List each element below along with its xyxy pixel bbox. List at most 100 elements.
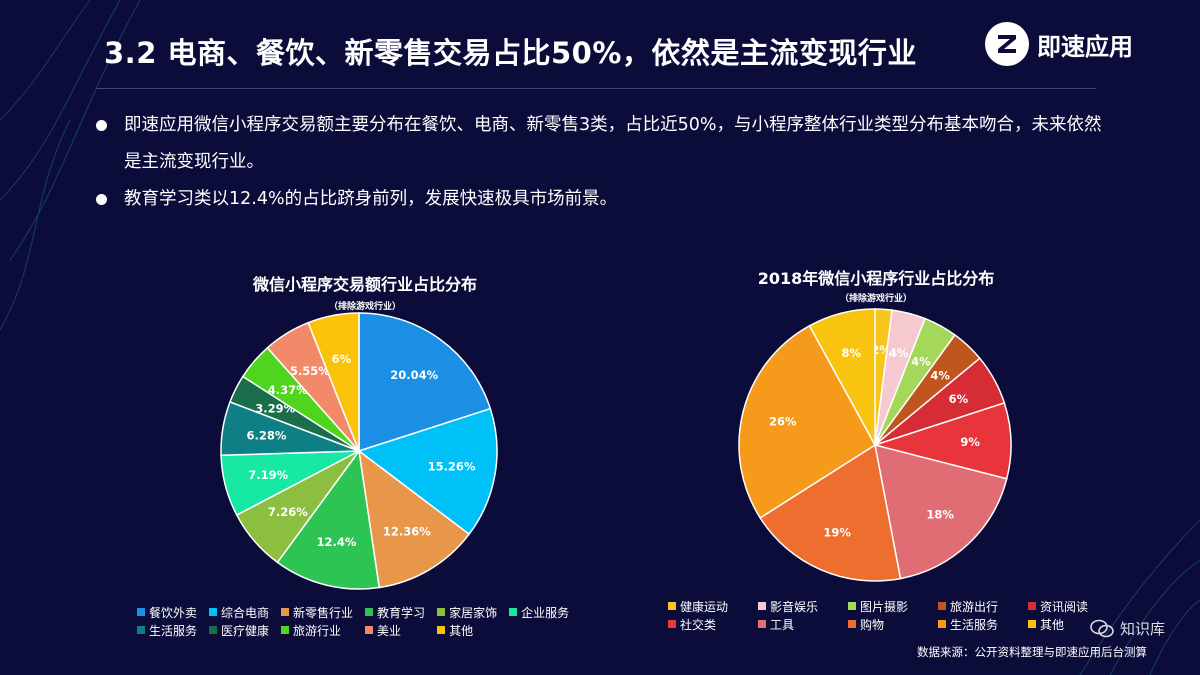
legend-item: 其他 xyxy=(1028,616,1118,632)
pie-label-0-5: 7.19% xyxy=(248,468,288,482)
pie-slice-0-2 xyxy=(357,449,471,589)
legend-label: 影音娱乐 xyxy=(770,599,819,614)
bullet-item: 教育学习类以12.4%的占比跻身前列，发展快速极具市场前景。 xyxy=(94,181,1114,218)
chart-title-left: 微信小程序交易额行业占比分布 xyxy=(252,275,478,294)
chart-subtitle-left: （排除游戏行业） xyxy=(328,302,402,312)
legend-item: 旅游行业 xyxy=(281,622,353,638)
legend-item: 企业服务 xyxy=(509,604,569,620)
legend-label: 医疗健康 xyxy=(221,623,270,638)
pie-label-1-4: 6% xyxy=(949,392,969,406)
pie-label-0-4: 7.26% xyxy=(268,505,308,519)
legend-swatch xyxy=(365,608,374,616)
legend-swatch xyxy=(437,608,446,616)
legend-swatch xyxy=(209,608,218,616)
legend-item: 健康运动 xyxy=(668,598,758,614)
legend-swatch xyxy=(758,620,766,628)
pie-label-1-2: 4% xyxy=(911,355,931,369)
legend-label: 生活服务 xyxy=(149,623,198,638)
pie-label-0-6: 6.28% xyxy=(247,428,287,442)
legend-swatch xyxy=(848,620,856,628)
legend-swatch xyxy=(509,608,518,616)
legend-left: 餐饮外卖 综合电商 新零售行业 教育学习 家居家饰 企业服务生活服务 医疗健康 旅游行业 美业 其… xyxy=(137,604,569,638)
pie-slice-0-0 xyxy=(358,312,492,453)
legend-item: 生活服务 xyxy=(137,622,197,638)
pie-label-1-9: 8% xyxy=(842,346,862,360)
legend-item: 餐饮外卖 xyxy=(137,604,197,620)
legend-item: 教育学习 xyxy=(365,604,425,620)
legend-item: 新零售行业 xyxy=(281,604,353,620)
legend-item: 购物 xyxy=(848,616,938,632)
pie-label-0-2: 12.36% xyxy=(383,525,431,539)
legend-item: 医疗健康 xyxy=(209,622,269,638)
legend-label: 其他 xyxy=(449,623,474,638)
legend-item: 生活服务 xyxy=(938,616,1028,632)
legend-item: 影音娱乐 xyxy=(758,598,848,614)
legend-right: 健康运动 影音娱乐 图片摄影 旅游出行 资讯阅读社交类 工具 购物 生活服务 其他 xyxy=(668,598,1118,632)
pie-slice-1-9 xyxy=(808,308,876,446)
page-title: 3.2 电商、餐饮、新零售交易占比50%，依然是主流变现行业 xyxy=(104,36,917,70)
pie-label-1-1: 4% xyxy=(889,346,909,360)
legend-item: 社交类 xyxy=(668,616,758,632)
legend-swatch xyxy=(437,626,446,634)
pie-slice-1-6 xyxy=(874,443,1008,580)
legend-swatch xyxy=(281,626,290,634)
brand-logo-icon xyxy=(985,22,1029,66)
pie-slice-0-10 xyxy=(307,312,360,452)
legend-label: 综合电商 xyxy=(221,605,270,620)
legend-label: 社交类 xyxy=(680,617,717,632)
bullet-list: 即速应用微信小程序交易额主要分布在餐饮、电商、新零售3类，占比近50%，与小程序… xyxy=(94,107,1114,218)
legend-item: 工具 xyxy=(758,616,848,632)
legend-item: 综合电商 xyxy=(209,604,269,620)
pie-slice-0-3 xyxy=(276,449,381,590)
legend-label: 家居家饰 xyxy=(449,605,498,620)
legend-item: 美业 xyxy=(365,622,425,638)
legend-label: 图片摄影 xyxy=(860,599,909,614)
pie-slice-1-7 xyxy=(759,443,902,582)
chart-subtitle-right: （排除游戏行业） xyxy=(839,294,913,304)
legend-label: 餐饮外卖 xyxy=(149,605,198,620)
legend-swatch xyxy=(668,602,676,610)
legend-label: 旅游出行 xyxy=(950,599,999,614)
legend-swatch xyxy=(938,620,946,628)
legend-label: 生活服务 xyxy=(950,617,999,632)
legend-swatch xyxy=(1028,602,1036,610)
pie-label-0-7: 3.29% xyxy=(255,402,295,416)
legend-swatch xyxy=(209,626,218,634)
pie-label-0-1: 15.26% xyxy=(428,460,476,474)
title-divider xyxy=(96,88,1096,89)
legend-label: 购物 xyxy=(860,617,885,632)
legend-swatch xyxy=(281,608,290,616)
brand-logo-text: 即速应用 xyxy=(1037,32,1133,61)
legend-item: 家居家饰 xyxy=(437,604,497,620)
watermark: 知识库 xyxy=(1090,618,1165,639)
legend-label: 新零售行业 xyxy=(293,605,354,620)
pie-label-0-0: 20.04% xyxy=(390,368,438,382)
legend-label: 旅游行业 xyxy=(293,623,342,638)
legend-swatch xyxy=(137,626,145,634)
legend-swatch xyxy=(1028,620,1036,628)
legend-swatch xyxy=(758,602,766,610)
pie-label-1-6: 18% xyxy=(926,507,954,521)
pie-label-1-7: 19% xyxy=(823,525,851,539)
pie-label-1-8: 26% xyxy=(769,414,797,428)
pie-label-0-8: 4.37% xyxy=(268,383,308,397)
pie-slice-0-1 xyxy=(357,407,498,536)
bullet-item: 即速应用微信小程序交易额主要分布在餐饮、电商、新零售3类，占比近50%，与小程序… xyxy=(94,107,1114,181)
legend-label: 其他 xyxy=(1040,617,1065,632)
legend-label: 企业服务 xyxy=(521,605,570,620)
legend-swatch xyxy=(365,626,374,634)
data-source-note: 数据来源：公开资料整理与即速应用后台测算 xyxy=(917,645,1147,659)
legend-label: 工具 xyxy=(770,617,795,632)
legend-label: 资讯阅读 xyxy=(1040,599,1089,614)
watermark-text: 知识库 xyxy=(1120,620,1166,638)
pie-label-1-3: 4% xyxy=(930,369,950,383)
legend-label: 健康运动 xyxy=(680,599,729,614)
legend-label: 美业 xyxy=(377,623,402,638)
pie-label-1-5: 9% xyxy=(960,435,980,449)
wechat-icon xyxy=(1090,619,1114,637)
legend-label: 教育学习 xyxy=(377,605,426,620)
legend-item: 资讯阅读 xyxy=(1028,598,1118,614)
legend-item: 旅游出行 xyxy=(938,598,1028,614)
legend-swatch xyxy=(668,620,676,628)
